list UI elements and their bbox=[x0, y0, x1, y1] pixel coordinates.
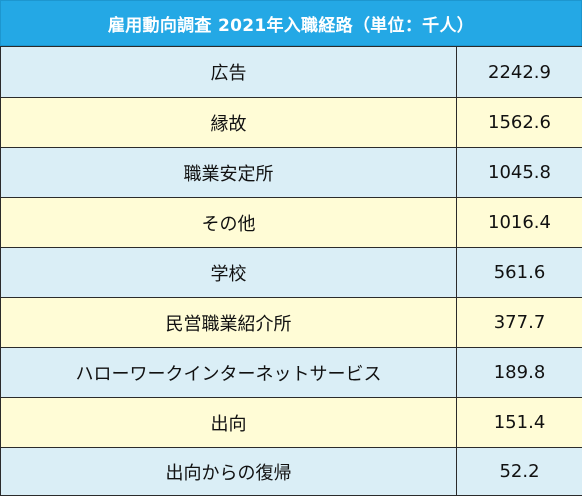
category-label: 職業安定所 bbox=[1, 148, 457, 198]
value-cell: 151.4 bbox=[457, 398, 582, 448]
category-label: 広告 bbox=[1, 47, 457, 98]
value-cell: 189.8 bbox=[457, 348, 582, 398]
category-label: ハローワークインターネットサービス bbox=[1, 348, 457, 398]
category-label: 出向 bbox=[1, 398, 457, 448]
category-label: 縁故 bbox=[1, 98, 457, 148]
value-cell: 561.6 bbox=[457, 248, 582, 298]
table-title: 雇用動向調査 2021年入職経路（単位：千人） bbox=[0, 0, 582, 46]
category-label: その他 bbox=[1, 198, 457, 248]
value-cell: 1016.4 bbox=[457, 198, 582, 248]
value-cell: 52.2 bbox=[457, 448, 582, 496]
value-cell: 2242.9 bbox=[457, 47, 582, 98]
category-label: 民営職業紹介所 bbox=[1, 298, 457, 348]
value-cell: 1045.8 bbox=[457, 148, 582, 198]
value-cell: 377.7 bbox=[457, 298, 582, 348]
value-cell: 1562.6 bbox=[457, 98, 582, 148]
category-label: 学校 bbox=[1, 248, 457, 298]
category-label: 出向からの復帰 bbox=[1, 448, 457, 496]
